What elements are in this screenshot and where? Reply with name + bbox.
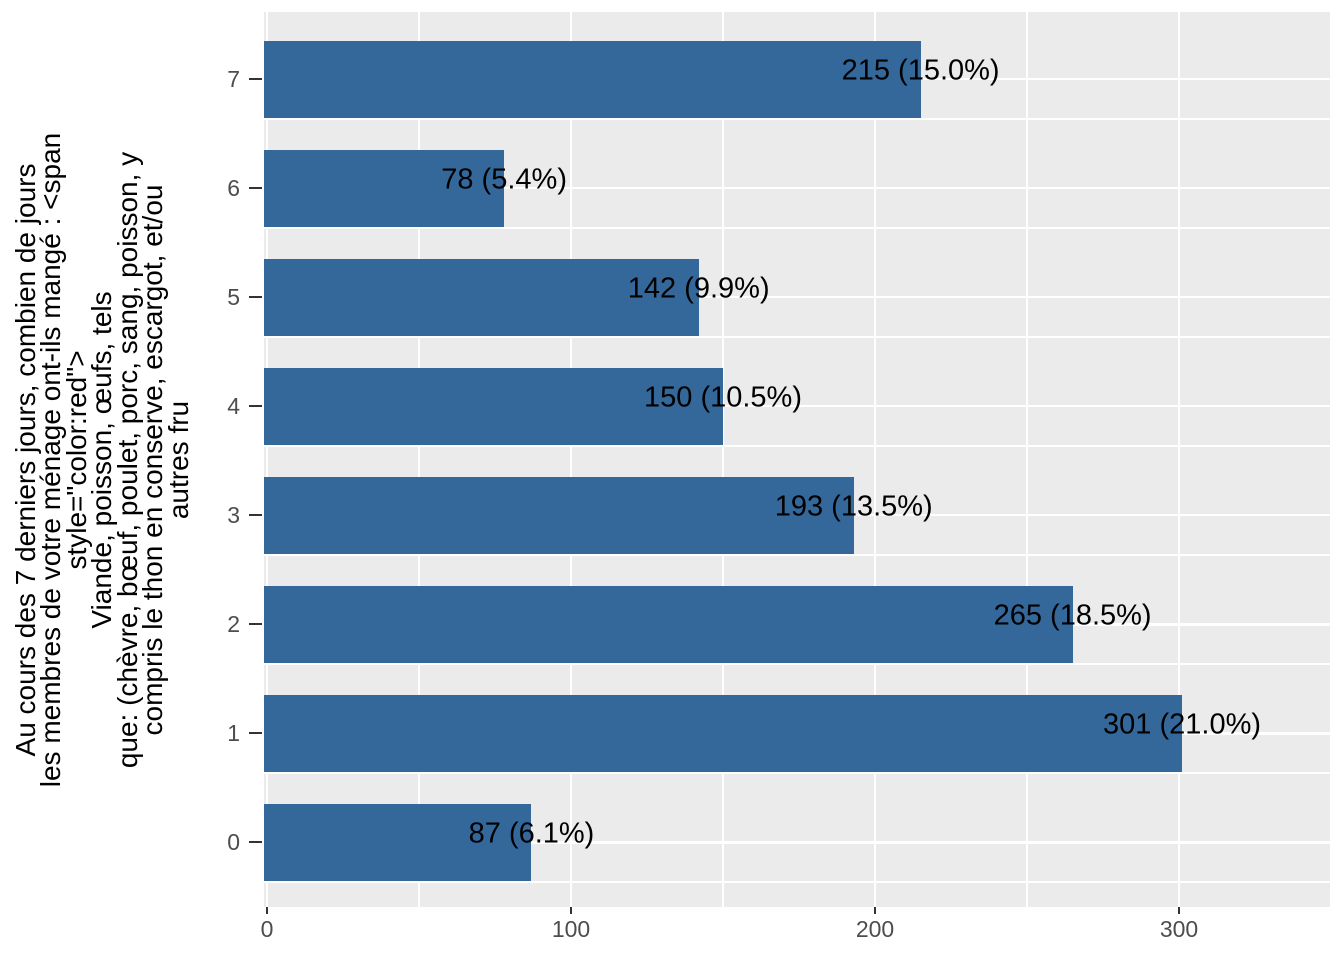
gridline-major-x — [569, 12, 573, 907]
bar-bottom-gridline — [264, 335, 1332, 338]
gridline-major-y — [264, 841, 1332, 844]
x-tick-mark — [570, 907, 572, 914]
gridline-minor-x — [1330, 12, 1332, 907]
gridline-major-x — [873, 12, 877, 907]
y-tick-label: 1 — [227, 720, 240, 747]
bar — [264, 585, 1073, 663]
gridline-major-y — [264, 295, 1332, 299]
gridline-major-y — [264, 186, 1332, 190]
bar-bottom-gridline — [264, 444, 1332, 448]
gridline-major-x — [265, 12, 269, 907]
bar-value-label: 150 (10.5%) — [644, 381, 802, 414]
y-tick-mark — [249, 187, 262, 190]
gridline-minor-x — [722, 12, 724, 907]
gridline-major-y — [264, 404, 1332, 408]
y-tick-mark — [249, 405, 262, 408]
x-tick-mark — [266, 907, 268, 914]
y-axis-title: Au cours des 7 derniers jours, combien d… — [10, 0, 194, 940]
y-tick-mark — [249, 78, 262, 80]
y-tick-label: 6 — [227, 175, 240, 202]
bar-bottom-gridline — [264, 771, 1332, 775]
bar-value-label: 193 (13.5%) — [774, 490, 933, 523]
x-tick-label: 100 — [551, 916, 591, 942]
y-axis-title-line: compris le thon en conserve, escargot, e… — [137, 184, 169, 736]
y-tick-mark — [249, 296, 262, 299]
y-tick-mark — [249, 514, 262, 517]
y-tick-label: 3 — [227, 502, 240, 529]
y-tick-mark — [249, 623, 262, 626]
y-tick-mark — [249, 732, 262, 735]
x-tick-label: 300 — [1159, 916, 1199, 942]
bar-value-label: 142 (9.9%) — [627, 272, 770, 305]
bar — [264, 694, 1183, 772]
bar — [264, 258, 699, 336]
bar-bottom-gridline — [264, 662, 1332, 666]
y-tick-label: 7 — [227, 66, 240, 92]
bar — [264, 40, 921, 118]
bar-bottom-gridline — [264, 117, 1332, 120]
y-tick-label: 2 — [227, 611, 240, 638]
gridline-minor-x — [418, 12, 420, 907]
x-tick-mark — [874, 907, 876, 914]
gridline-major-x — [1177, 12, 1181, 907]
bar-value-label: 301 (21.0%) — [1103, 708, 1262, 741]
bar — [264, 149, 505, 227]
bar-bottom-gridline — [264, 553, 1332, 557]
bar-bottom-gridline — [264, 880, 1332, 884]
y-tick-label: 4 — [227, 393, 240, 420]
bar-value-label: 215 (15.0%) — [841, 54, 1000, 87]
bar — [264, 803, 532, 881]
bar-value-label: 265 (18.5%) — [993, 599, 1152, 632]
x-tick-mark — [1178, 907, 1180, 914]
y-axis-title-line: Viande, poisson, œufs, tels — [86, 291, 118, 629]
bar-value-label: 87 (6.1%) — [468, 817, 595, 850]
y-axis-title-line: autres fru — [162, 400, 194, 520]
x-tick-label: 0 — [260, 916, 274, 942]
y-tick-mark — [249, 841, 262, 844]
bar — [264, 476, 854, 554]
y-tick-label: 5 — [227, 284, 240, 311]
bar-bottom-gridline — [264, 226, 1332, 229]
x-tick-label: 200 — [855, 916, 895, 942]
y-tick-label: 0 — [227, 829, 240, 856]
chart-panel: 215 (15.0%) 78 (5.4%) 142 (9.9%) 150 (10.5%… — [264, 12, 1332, 907]
bar — [264, 367, 723, 445]
gridline-minor-x — [1026, 12, 1028, 907]
bar-value-label: 78 (5.4%) — [441, 163, 567, 196]
